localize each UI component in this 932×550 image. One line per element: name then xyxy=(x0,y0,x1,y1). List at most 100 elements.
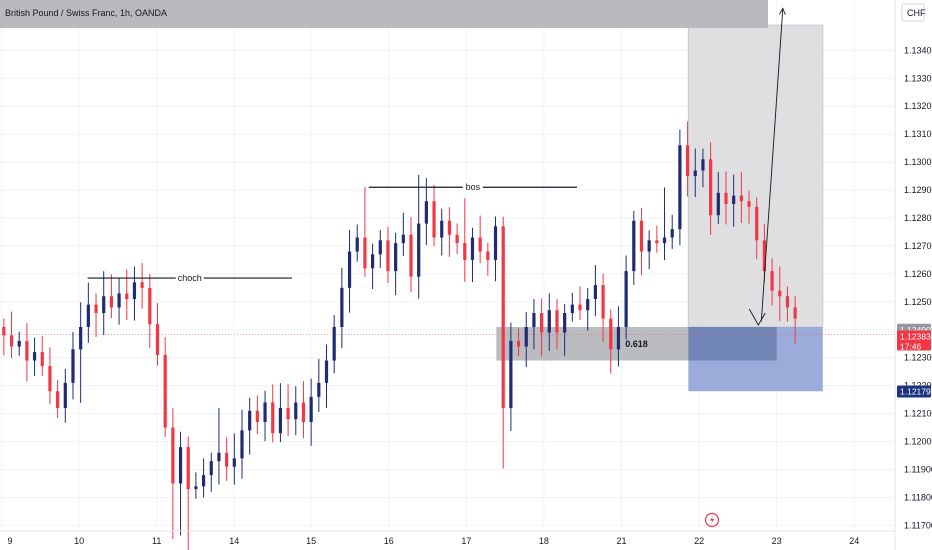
candle-body xyxy=(309,396,313,423)
candle-body xyxy=(470,237,475,260)
candle-body xyxy=(155,324,160,355)
candle-body xyxy=(324,360,329,383)
candle-body xyxy=(601,285,605,319)
candle-body xyxy=(248,410,252,431)
choch-label-bg xyxy=(175,272,204,285)
projection-arrow-head xyxy=(778,7,786,16)
candle-body xyxy=(670,229,674,238)
price-tick-label: 1.13100 xyxy=(904,129,932,139)
candle-body xyxy=(148,287,152,325)
candle-body xyxy=(217,452,221,462)
stop-zone xyxy=(687,24,824,328)
candle-body xyxy=(609,318,613,350)
candle-body xyxy=(48,366,52,392)
candle-body xyxy=(370,254,375,269)
candle-body xyxy=(79,326,83,350)
candle-body xyxy=(347,251,352,288)
price-tick-label: 1.13300 xyxy=(904,73,932,83)
time-tick-label: 23 xyxy=(772,536,782,546)
candle-body xyxy=(570,304,574,314)
candle-body xyxy=(340,287,344,327)
candle-body xyxy=(40,352,44,367)
candle-body xyxy=(301,402,306,423)
target-badge-text: 1.12179 xyxy=(900,387,931,397)
candle-body xyxy=(701,159,705,171)
candle-body xyxy=(785,296,790,308)
current-price-badge-text: 17:46 xyxy=(900,342,922,352)
candle-body xyxy=(56,391,60,409)
header-band xyxy=(0,0,768,28)
candle-body xyxy=(32,352,37,361)
candle-body xyxy=(501,226,505,409)
fib-target-overlap xyxy=(688,326,777,361)
candle-body xyxy=(662,237,667,244)
candle-body xyxy=(478,237,482,252)
candle-body xyxy=(685,145,690,177)
candle-body xyxy=(655,240,659,244)
price-tick-label: 1.12900 xyxy=(904,185,932,195)
candle-body xyxy=(71,349,75,383)
price-axis-panel xyxy=(895,0,932,550)
candle-body xyxy=(555,310,559,333)
candle-body xyxy=(632,220,636,272)
candle-body xyxy=(378,240,382,255)
candle-body xyxy=(125,293,129,300)
candles xyxy=(2,121,797,550)
candle-body xyxy=(540,313,544,333)
candle-body xyxy=(417,223,421,277)
candle-body xyxy=(178,447,183,484)
current-price-badge-text: 1.12383 xyxy=(900,332,931,342)
price-tick-label: 1.12000 xyxy=(904,437,932,447)
candle-body xyxy=(770,271,774,291)
time-axis-ticks: 9 10 11 14 15 16 17 18 21 22 23 24 xyxy=(8,536,860,546)
candle-body xyxy=(332,326,336,361)
price-tick-label: 1.11700 xyxy=(904,520,932,530)
candle-body xyxy=(509,340,513,409)
candle-body xyxy=(2,326,6,336)
candle-body xyxy=(86,304,90,327)
candle-body xyxy=(186,447,190,490)
candle-body xyxy=(63,382,67,409)
candle-body xyxy=(117,293,121,308)
price-tick-label: 1.13400 xyxy=(904,45,932,55)
time-tick-label: 10 xyxy=(74,536,84,546)
time-tick-label: 24 xyxy=(849,536,859,546)
candle-body xyxy=(271,402,275,434)
candle-body xyxy=(109,296,113,308)
candle-body xyxy=(463,243,467,260)
candle-body xyxy=(778,290,782,297)
entry-arrow xyxy=(748,308,766,326)
candle-body xyxy=(225,452,229,467)
price-tick-label: 1.12800 xyxy=(904,213,932,223)
candle-body xyxy=(747,201,751,207)
price-tick-label: 1.12100 xyxy=(904,409,932,419)
time-tick-label: 18 xyxy=(539,536,549,546)
candle-body xyxy=(240,430,244,459)
currency-button[interactable] xyxy=(901,3,925,22)
candle-body xyxy=(286,408,290,420)
candle-body xyxy=(163,354,167,428)
candle-body xyxy=(409,234,413,277)
chart-title: British Pound / Swiss Franc, 1h, OANDA xyxy=(5,8,167,18)
drawing-zones[interactable] xyxy=(0,24,895,392)
candle-body xyxy=(263,402,267,423)
candle-body xyxy=(25,340,29,361)
candle-body xyxy=(17,340,21,347)
candle-body xyxy=(432,201,436,238)
candle-body xyxy=(624,271,628,327)
candle-body xyxy=(355,237,359,252)
time-tick-label: 22 xyxy=(694,536,704,546)
candle-body xyxy=(424,201,428,224)
candle-body xyxy=(94,304,98,314)
candle-body xyxy=(486,251,490,260)
annotations[interactable]: choch bos 0.618 xyxy=(87,7,786,349)
candle-body xyxy=(709,159,713,216)
time-tick-label: 11 xyxy=(152,536,161,546)
price-tick-label: 1.12600 xyxy=(904,269,932,279)
candle-body xyxy=(793,307,797,319)
candle-body xyxy=(524,326,528,347)
replay-icon[interactable] xyxy=(704,512,720,528)
time-tick-label: 21 xyxy=(616,536,626,546)
price-tick-label: 1.11900 xyxy=(904,465,932,475)
